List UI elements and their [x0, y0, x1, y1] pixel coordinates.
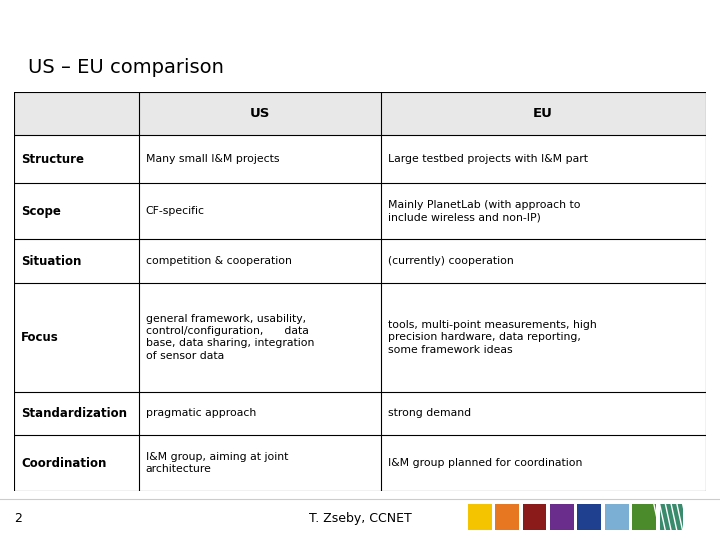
Bar: [605, 503, 629, 530]
Bar: [632, 503, 656, 530]
Text: strong demand: strong demand: [387, 408, 471, 418]
Bar: [14, 92, 706, 135]
Text: Mainly PlanetLab (with approach to
include wireless and non-IP): Mainly PlanetLab (with approach to inclu…: [387, 200, 580, 222]
Bar: [495, 503, 519, 530]
Text: CF-specific: CF-specific: [145, 206, 204, 216]
Text: Structure: Structure: [22, 153, 84, 166]
Text: Scope: Scope: [22, 205, 61, 218]
Text: general framework, usability,
control/configuration,      data
base, data sharin: general framework, usability, control/co…: [145, 314, 314, 361]
Text: Situation: Situation: [22, 255, 81, 268]
Text: Fraunhofer FOKUS: Fraunhofer FOKUS: [556, 12, 702, 27]
Text: Coordination: Coordination: [22, 457, 107, 470]
Text: Large testbed projects with I&M part: Large testbed projects with I&M part: [387, 154, 588, 164]
Bar: [577, 503, 601, 530]
Text: 2: 2: [14, 511, 22, 525]
Text: EU: EU: [534, 107, 553, 120]
Text: tools, multi-point measurements, high
precision hardware, data reporting,
some f: tools, multi-point measurements, high pr…: [387, 320, 596, 355]
Bar: [550, 503, 574, 530]
Text: Standardization: Standardization: [22, 407, 127, 420]
Text: US: US: [250, 107, 270, 120]
Bar: [468, 503, 492, 530]
Text: I&M group, aiming at joint
architecture: I&M group, aiming at joint architecture: [145, 452, 288, 474]
Text: competition & cooperation: competition & cooperation: [145, 256, 292, 266]
Bar: [660, 503, 683, 530]
Text: US – EU comparison: US – EU comparison: [28, 58, 224, 77]
Text: Focus: Focus: [22, 330, 59, 343]
Bar: [523, 503, 546, 530]
Text: I&M group planned for coordination: I&M group planned for coordination: [387, 458, 582, 468]
Text: Competence Center NET: Competence Center NET: [14, 12, 203, 27]
Text: Many small I&M projects: Many small I&M projects: [145, 154, 279, 164]
Text: T. Zseby, CCNET: T. Zseby, CCNET: [309, 511, 411, 525]
Text: pragmatic approach: pragmatic approach: [145, 408, 256, 418]
Text: (currently) cooperation: (currently) cooperation: [387, 256, 513, 266]
